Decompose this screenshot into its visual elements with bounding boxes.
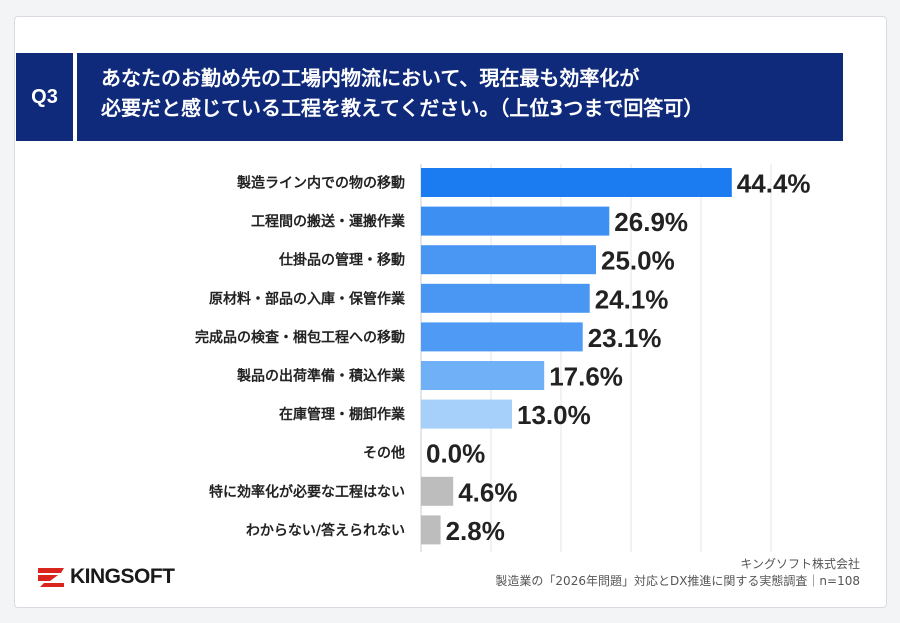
bar	[421, 361, 545, 390]
bar	[421, 283, 590, 313]
kingsoft-logo-text: KINGSOFT	[70, 565, 175, 588]
bar	[421, 322, 583, 352]
category-label: その他	[363, 445, 405, 462]
value-label: 2.8%	[446, 516, 505, 546]
question-text: あなたのお勤め先の工場内物流において、現在最も効率化が 必要だと感じている工程を…	[77, 53, 843, 141]
kingsoft-logo: KINGSOFT	[36, 564, 175, 590]
value-label: 17.6%	[549, 362, 623, 392]
value-label: 4.6%	[458, 477, 517, 507]
bar	[421, 399, 512, 429]
bar	[421, 206, 610, 236]
bar	[421, 245, 596, 275]
category-label: 仕掛品の管理・移動	[278, 252, 405, 269]
question-line-1: あなたのお勤め先の工場内物流において、現在最も効率化が	[101, 66, 640, 90]
kingsoft-logo-icon	[38, 568, 64, 587]
category-label: 製造ライン内での物の移動	[236, 175, 405, 192]
category-label: わからない/答えられない	[246, 522, 405, 539]
value-label: 0.0%	[426, 439, 485, 469]
value-label: 26.9%	[614, 207, 688, 237]
question-line-2: 必要だと感じている工程を教えてください。（上位3つまで回答可）	[101, 96, 704, 120]
category-label: 原材料・部品の入庫・保管作業	[209, 290, 406, 307]
value-label: 24.1%	[595, 284, 669, 314]
value-label: 13.0%	[517, 400, 591, 430]
bar	[421, 168, 732, 197]
category-label: 完成品の検査・梱包工程への移動	[195, 329, 405, 346]
category-label: 工程間の搬送・運搬作業	[251, 213, 406, 230]
category-label: 特に効率化が必要な工程はない	[209, 483, 405, 500]
source-company: キングソフト株式会社	[740, 557, 860, 571]
value-label: 44.4%	[737, 169, 811, 199]
category-label: 製品の出荷準備・積込作業	[236, 368, 406, 385]
bar	[421, 515, 441, 545]
bar	[421, 476, 454, 506]
value-label: 25.0%	[601, 246, 675, 276]
source-survey: 製造業の「2026年問題」対応とDX推進に関する実態調査｜n=108	[495, 574, 860, 588]
question-badge: Q3	[16, 53, 73, 141]
value-label: 23.1%	[588, 323, 662, 353]
category-label: 在庫管理・棚卸作業	[279, 406, 406, 423]
source-note: キングソフト株式会社 製造業の「2026年問題」対応とDX推進に関する実態調査｜…	[495, 556, 860, 590]
